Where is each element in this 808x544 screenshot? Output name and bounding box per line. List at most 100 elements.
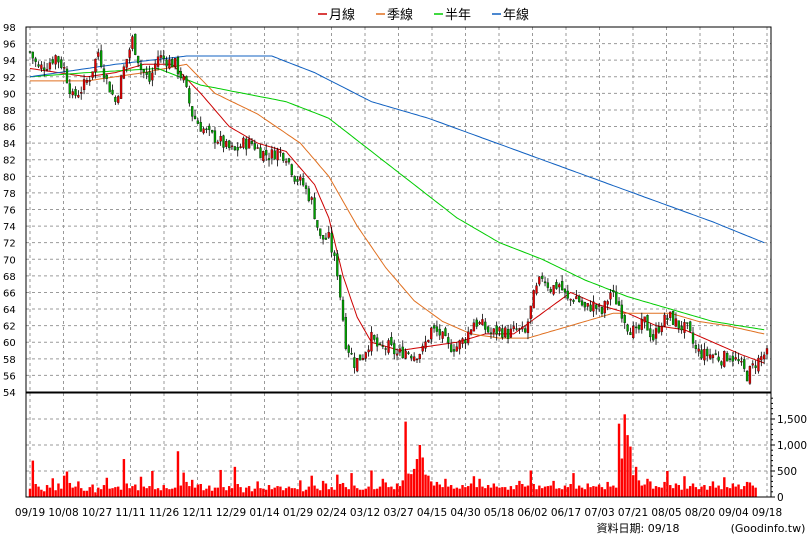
candlestick	[430, 326, 433, 345]
volume-bar	[595, 486, 598, 497]
candlestick	[728, 355, 732, 363]
volume-bar	[34, 484, 37, 497]
date-tick-label: 01/29	[283, 507, 313, 519]
volume-bar	[347, 489, 350, 497]
volume-bar	[657, 487, 661, 497]
candlestick	[714, 349, 717, 356]
volume-bar	[455, 487, 459, 497]
candle-body	[273, 150, 276, 160]
volume-bar	[671, 488, 675, 497]
legend: 月線 季線 半年 年線	[318, 7, 529, 23]
candle-body	[225, 141, 228, 147]
candlestick	[196, 118, 200, 124]
candle-body	[279, 151, 282, 153]
volume-bar	[131, 486, 134, 497]
candle-body	[57, 56, 60, 63]
candlestick	[48, 58, 52, 71]
volume-bar	[171, 488, 174, 497]
candle-body	[751, 363, 754, 366]
volume-bar	[575, 488, 578, 497]
candlestick	[381, 340, 384, 350]
candle-body	[714, 353, 717, 355]
volume-bar	[85, 490, 89, 497]
price-tick-label: 84	[3, 139, 16, 150]
candlestick	[615, 285, 618, 305]
candle-body	[654, 328, 658, 339]
candle-body	[495, 325, 498, 335]
candle-body	[131, 36, 134, 49]
volume-bar	[521, 484, 524, 497]
volume-bar	[683, 476, 686, 497]
candlestick	[91, 71, 94, 80]
candle-body	[666, 318, 669, 320]
volume-bar	[213, 487, 217, 497]
candle-body	[302, 178, 305, 186]
candlestick	[669, 311, 672, 321]
candlestick	[549, 286, 552, 294]
candle-body	[347, 345, 350, 353]
volume-bar	[532, 484, 535, 497]
legend-label: 半年	[445, 8, 471, 23]
candlestick	[171, 57, 174, 68]
volume-bar	[287, 486, 291, 497]
candle-body	[205, 128, 208, 131]
candlestick	[680, 320, 683, 334]
volume-bar	[674, 483, 678, 497]
candle-body	[757, 357, 760, 372]
candle-body	[518, 328, 521, 330]
candlestick	[165, 56, 168, 73]
volume-bar	[754, 487, 757, 497]
candle-body	[700, 349, 703, 359]
candlestick	[262, 150, 265, 163]
volume-bar	[481, 486, 484, 497]
candle-body	[430, 327, 433, 340]
candle-body	[105, 74, 108, 79]
candle-body	[210, 130, 214, 133]
candle-body	[395, 353, 399, 356]
volume-bar	[737, 484, 740, 497]
volume-bar	[606, 481, 609, 497]
candlestick	[634, 322, 638, 334]
candlestick	[467, 326, 470, 346]
volume-bar	[296, 489, 299, 497]
candlestick	[583, 301, 587, 312]
candle-body	[327, 232, 330, 238]
candle-body	[233, 146, 237, 151]
candle-body	[552, 285, 555, 295]
candle-body	[526, 321, 530, 334]
candlestick	[700, 344, 703, 360]
candlestick	[706, 346, 709, 362]
volume-bar	[279, 486, 282, 497]
date-tick-label: 03/27	[383, 507, 413, 519]
candle-body	[242, 137, 245, 148]
candle-body	[671, 311, 675, 325]
candle-body	[336, 253, 339, 277]
volume-bar	[512, 489, 515, 497]
date-tick-label: 06/17	[551, 507, 581, 519]
candle-body	[60, 59, 63, 68]
volume-tick-label: 0	[777, 492, 784, 504]
candlestick	[63, 62, 66, 73]
candle-body	[151, 72, 154, 81]
volume-bar	[145, 488, 148, 497]
candle-body	[319, 228, 322, 236]
candlestick	[125, 58, 128, 73]
candle-body	[228, 140, 231, 149]
candle-body	[535, 285, 538, 294]
volume-bar	[310, 475, 313, 497]
volume-bar	[57, 483, 60, 497]
candle-body	[523, 328, 527, 333]
candle-body	[384, 348, 387, 350]
candlestick	[339, 274, 342, 301]
candle-body	[196, 120, 200, 124]
candlestick	[498, 326, 501, 337]
data-date-label: 資料日期: 09/18	[597, 521, 680, 535]
candle-body	[162, 55, 165, 59]
volume-bar	[703, 485, 706, 497]
candlestick	[367, 345, 370, 357]
candle-body	[597, 305, 601, 307]
volume-bar	[31, 460, 35, 497]
candlestick	[566, 284, 569, 301]
candlestick	[193, 110, 197, 120]
volume-tick-label: 1,500	[777, 414, 807, 426]
